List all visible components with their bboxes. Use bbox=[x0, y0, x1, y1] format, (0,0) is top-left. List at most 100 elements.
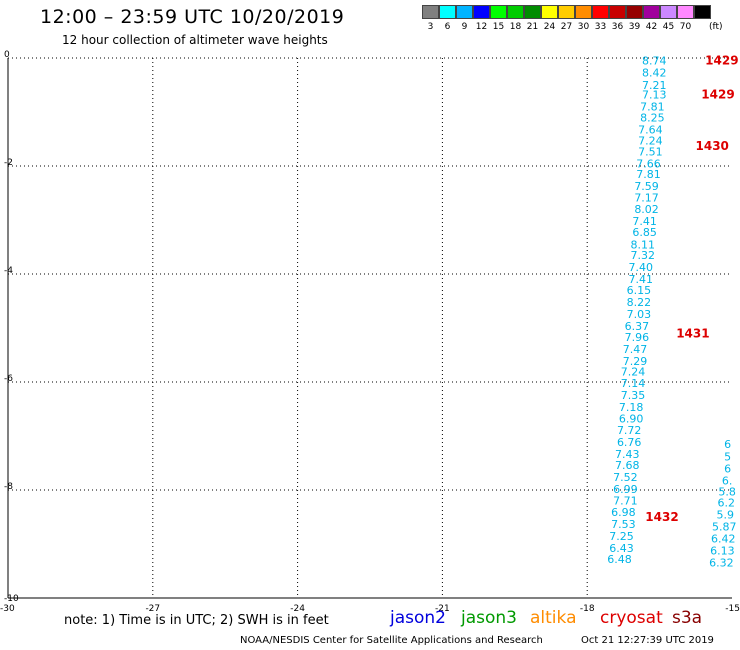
wave-height-label: 6.42 bbox=[711, 533, 736, 546]
time-label: 1430 bbox=[696, 139, 729, 153]
x-tick-label: -21 bbox=[435, 604, 450, 614]
wave-height-label: 5.8 bbox=[718, 486, 736, 499]
wave-height-label: 6.76 bbox=[617, 436, 642, 449]
wave-height-label: 7.66 bbox=[636, 157, 661, 170]
wave-height-label: 7.21 bbox=[642, 79, 667, 92]
legend-swatch bbox=[575, 5, 592, 19]
wave-height-label: 8.42 bbox=[642, 67, 667, 80]
wave-height-label: 6 bbox=[724, 438, 731, 451]
wave-height-label: 7.32 bbox=[630, 249, 655, 262]
mission-jason2: jason2 bbox=[390, 608, 446, 628]
wave-height-label: 8.22 bbox=[627, 296, 652, 309]
wave-height-label: 7.96 bbox=[625, 331, 650, 344]
wave-height-label: 6.85 bbox=[632, 226, 657, 239]
wave-height-label: 6. bbox=[722, 474, 733, 487]
mission-jason3: jason3 bbox=[461, 608, 517, 628]
generated-timestamp: Oct 21 12:27:39 UTC 2019 bbox=[581, 635, 714, 646]
wave-height-label: 6.48 bbox=[607, 553, 632, 566]
wave-height-label: 6.2 bbox=[717, 496, 735, 509]
legend-label: 21 bbox=[526, 22, 539, 32]
wave-height-label: 6.43 bbox=[609, 542, 634, 555]
legend-swatch bbox=[558, 5, 575, 19]
footer-note: note: 1) Time is in UTC; 2) SWH is in fe… bbox=[64, 613, 329, 628]
wave-height-label: 8.02 bbox=[634, 203, 659, 216]
wave-height-label: 7.41 bbox=[629, 273, 654, 286]
wave-height-label: 7.52 bbox=[613, 471, 638, 484]
wave-height-label: 7.17 bbox=[634, 191, 659, 204]
wave-height-label: 6.37 bbox=[625, 320, 650, 333]
wave-height-label: 7.18 bbox=[619, 401, 644, 414]
wave-height-label: 8.25 bbox=[640, 111, 665, 124]
wave-height-label: 7.41 bbox=[632, 215, 657, 228]
legend-unit: (ft) bbox=[709, 22, 723, 32]
x-tick-label: -27 bbox=[145, 604, 160, 614]
y-tick-label: 0 bbox=[4, 50, 10, 60]
legend-swatch bbox=[694, 5, 711, 19]
wave-height-label: 7.40 bbox=[629, 261, 654, 274]
wave-height-label: 7.03 bbox=[627, 308, 652, 321]
wave-height-label: 5.9 bbox=[716, 508, 734, 521]
wave-height-label: 7.43 bbox=[615, 448, 640, 461]
legend-swatches bbox=[422, 5, 723, 19]
time-label: 1429 bbox=[701, 88, 734, 102]
time-label: 1432 bbox=[645, 510, 678, 524]
wave-height-label: 7.51 bbox=[638, 145, 663, 158]
x-tick-label: -30 bbox=[0, 604, 15, 614]
x-tick-label: -18 bbox=[580, 604, 595, 614]
wave-height-label: 7.81 bbox=[636, 168, 661, 181]
wave-height-label: 7.53 bbox=[611, 518, 636, 531]
credit-text: NOAA/NESDIS Center for Satellite Applica… bbox=[240, 635, 543, 646]
legend-label: 45 bbox=[662, 22, 675, 32]
x-tick-label: -15 bbox=[725, 604, 740, 614]
page-title: 12:00 – 23:59 UTC 10/20/2019 bbox=[40, 6, 345, 28]
legend-swatch bbox=[643, 5, 660, 19]
wave-height-label: 7.35 bbox=[621, 389, 646, 402]
wave-height-label: 6.98 bbox=[611, 506, 636, 519]
wave-height-label: 7.24 bbox=[638, 135, 663, 148]
time-label: 1431 bbox=[676, 326, 709, 340]
wave-height-label: 7.47 bbox=[623, 343, 648, 356]
wave-height-label: 6.99 bbox=[613, 483, 638, 496]
legend-swatch bbox=[473, 5, 490, 19]
y-tick-label: -10 bbox=[4, 594, 19, 604]
color-legend: 3 6 9 12 15 18 21 24 27 30 33 36 39 42 45 70 (ft) bbox=[422, 5, 723, 32]
wave-height-label: 7.68 bbox=[615, 459, 640, 472]
legend-label: 24 bbox=[543, 22, 556, 32]
page-subtitle: 12 hour collection of altimeter wave hei… bbox=[62, 33, 328, 47]
legend-swatch bbox=[592, 5, 609, 19]
wave-height-label: 7.14 bbox=[621, 377, 646, 390]
legend-label: 6 bbox=[444, 22, 451, 32]
wave-height-label: 7.71 bbox=[613, 494, 638, 507]
wave-height-label: 8.74 bbox=[642, 55, 667, 68]
wave-height-label: 7.25 bbox=[609, 530, 634, 543]
wave-height-label: 5.87 bbox=[712, 521, 737, 534]
y-tick-label: -6 bbox=[4, 374, 13, 384]
legend-label: 12 bbox=[475, 22, 488, 32]
legend-label: 9 bbox=[461, 22, 468, 32]
x-tick-label: -24 bbox=[290, 604, 305, 614]
legend-label: 3 bbox=[427, 22, 434, 32]
wave-height-label: 7.81 bbox=[640, 101, 665, 114]
legend-swatch bbox=[490, 5, 507, 19]
legend-swatch bbox=[456, 5, 473, 19]
legend-swatch bbox=[609, 5, 626, 19]
wave-height-label: 7.13 bbox=[642, 89, 667, 102]
legend-swatch bbox=[660, 5, 677, 19]
wave-height-label: 7.72 bbox=[617, 424, 642, 437]
legend-swatch bbox=[541, 5, 558, 19]
mission-altika: altika bbox=[530, 608, 577, 628]
wave-height-label: 8.11 bbox=[630, 238, 655, 251]
legend-labels: 3 6 9 12 15 18 21 24 27 30 33 36 39 42 45 70 (ft) bbox=[422, 22, 723, 32]
wave-height-label: 7.24 bbox=[621, 366, 646, 379]
wave-height-label: 6.15 bbox=[627, 284, 652, 297]
y-tick-label: -8 bbox=[4, 482, 13, 492]
legend-swatch bbox=[439, 5, 456, 19]
mission-s3a: s3a bbox=[672, 608, 703, 628]
legend-swatch bbox=[626, 5, 643, 19]
legend-label: 30 bbox=[577, 22, 590, 32]
legend-swatch bbox=[677, 5, 694, 19]
wave-height-label: 7.29 bbox=[623, 355, 648, 368]
legend-label: 36 bbox=[611, 22, 624, 32]
wave-height-label: 6.32 bbox=[709, 556, 734, 569]
